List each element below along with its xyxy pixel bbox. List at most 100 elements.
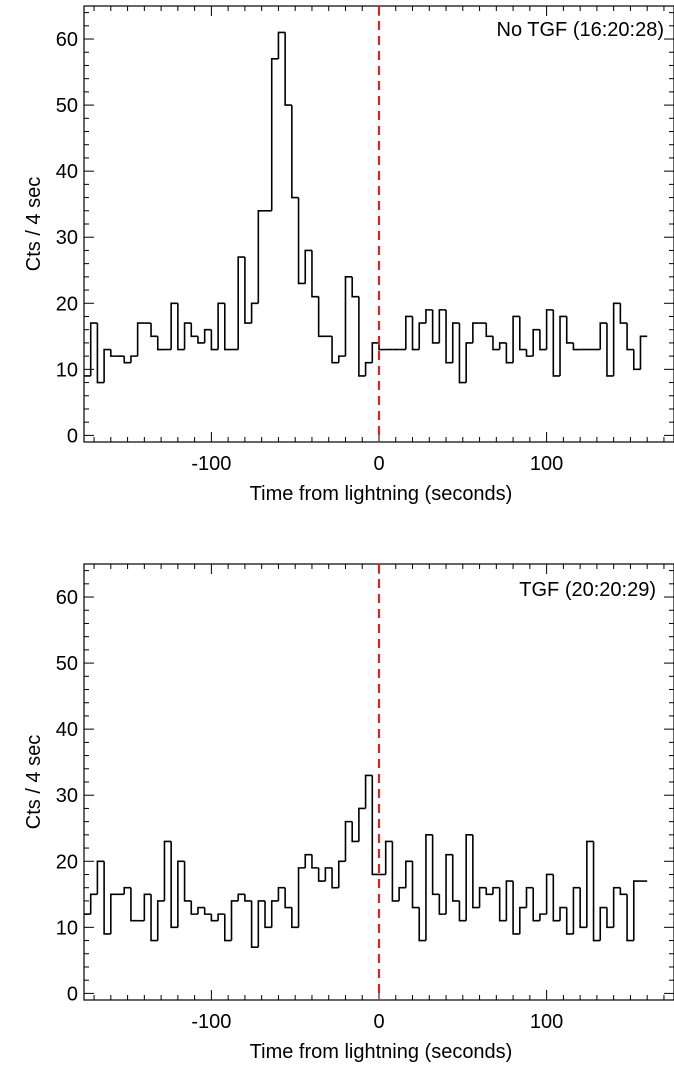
histogram-bin [312,250,319,296]
histogram-bin [627,894,634,940]
histogram-bin [453,323,460,363]
x-axis-title: Time from lightning (seconds) [250,483,513,505]
y-tick-label: 20 [56,293,78,315]
histogram-bin [446,855,453,914]
y-tick-label: 30 [56,227,78,249]
histogram-bin [614,303,621,376]
histogram-bin [459,901,466,921]
histogram-bin [567,316,574,342]
histogram-bin [573,888,580,934]
histogram-bin [345,822,352,862]
x-tick-label: -100 [191,453,231,475]
histogram-bin [513,881,520,934]
histogram-bin [305,250,312,283]
y-tick-label: 20 [56,851,78,873]
histogram-bin [111,894,118,934]
histogram-bin [345,277,352,356]
histogram-bin [252,901,259,947]
y-tick-label: 60 [56,587,78,609]
histogram-bin [506,343,513,363]
histogram-bin [245,257,252,323]
x-tick-label: -100 [191,1011,231,1033]
histogram-bin [567,908,574,934]
histogram-bin [198,908,205,915]
histogram-bin [600,908,607,941]
y-axis-title: Cts / 4 sec [23,735,45,829]
chart-panel-tgf: 0 10 20 30 40 50 60 -100 0 100 TGF (20:20:29) Ti… [23,564,674,1063]
histogram-bin [366,775,373,808]
histogram-bin [439,894,446,914]
histogram-bin [91,894,98,914]
histogram-bin [426,835,433,941]
histogram-bin [258,211,265,303]
histogram [84,775,647,947]
histogram-bin [439,310,446,343]
histogram-bin [406,316,413,349]
histogram-bin [299,868,306,927]
histogram-bin [151,894,158,940]
x-axis-title: Time from lightning (seconds) [250,1041,513,1063]
histogram-bin [473,323,480,343]
histogram-bin [225,303,232,349]
x-tick-label: 0 [373,453,384,475]
histogram-bin [413,861,420,907]
histogram-bin [104,350,111,383]
chart-panel-no-tgf: 0 10 20 30 40 50 60 -100 0 100 No TGF (16:20:28)… [23,6,674,505]
histogram-bin [151,323,158,336]
histogram-bin [91,323,98,376]
x-tick-label: 100 [530,453,563,475]
y-tick-label: 50 [56,95,78,117]
histogram-bin [205,908,212,915]
histogram-bin [104,861,111,934]
panel-annotation: No TGF (16:20:28) [497,19,664,41]
histogram-bin [325,868,332,881]
histogram-bin [614,888,621,928]
histogram-bin [185,861,192,901]
histogram-bin [520,908,527,934]
histogram-bin [211,914,218,921]
histogram-bin [171,303,178,349]
histogram-bin [252,303,259,323]
histogram-bin [607,908,614,928]
y-tick-label: 60 [56,29,78,51]
histogram-bin [533,330,540,356]
y-tick-label: 50 [56,653,78,675]
histogram-bin [459,323,466,382]
histogram-bin [164,841,171,900]
histogram-bin [97,861,104,894]
histogram-bin [111,350,118,357]
histogram-bin [607,323,614,376]
histogram-bin [178,861,185,927]
histogram-bin [493,336,500,349]
y-tick-label: 0 [67,425,78,447]
histogram-bin [225,914,232,940]
histogram-bin [272,59,279,211]
histogram-bin [278,32,285,58]
histogram-bin [285,888,292,908]
histogram-bin [299,198,306,284]
histogram-bin [238,257,245,349]
histogram-bin [158,901,165,941]
histogram-bin [446,310,453,363]
histogram-bin [399,888,406,901]
histogram-bin [205,330,212,343]
histogram-bin [191,323,198,336]
y-tick-label: 40 [56,161,78,183]
histogram-bin [258,901,265,947]
histogram-bin [238,894,245,901]
histogram-bin [553,874,560,920]
histogram-bin [292,908,299,928]
histogram-bin [480,888,487,908]
y-axis-title: Cts / 4 sec [23,177,45,271]
histogram-bin [634,881,641,940]
histogram-bin [453,855,460,901]
histogram-bin [272,901,279,927]
histogram-bin [493,888,500,895]
histogram-bin [366,363,373,376]
histogram-bin [359,297,366,376]
histogram-bin [278,888,285,901]
histogram-bin [352,277,359,297]
histogram-bin [232,901,239,941]
histogram-bin [620,303,627,323]
